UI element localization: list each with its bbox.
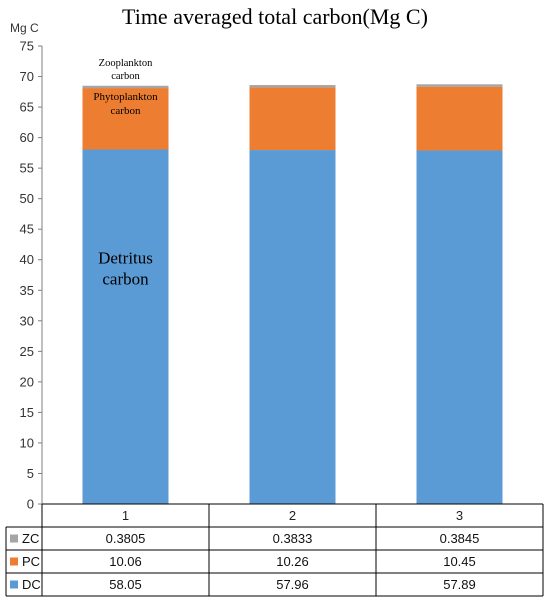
annotation-dc-line: Detritus [98,249,153,268]
legend-label-zc: ZC [22,531,39,546]
annotation-pc-line: Phytoplankton [93,91,158,103]
table-cell-dc: 57.96 [276,577,309,592]
table-cell-zc: 0.3845 [440,531,480,546]
table-cell-pc: 10.26 [276,554,309,569]
y-tick-label: 30 [20,313,34,328]
y-tick-label: 15 [20,405,34,420]
bar-pc-3 [416,86,503,151]
legend-key-pc [10,557,18,566]
legend-label-dc: DC [22,577,41,592]
table-cell-pc: 10.45 [443,554,476,569]
annotation-dc-line: carbon [102,270,149,289]
annotation-zc-line: Zooplankton [99,58,153,69]
y-tick-label: 60 [20,130,34,145]
y-tick-label: 0 [27,497,34,512]
legend-key-dc [10,580,18,589]
table-cell-pc: 10.06 [109,554,142,569]
table-cell-zc: 0.3805 [106,531,146,546]
y-tick-label: 40 [20,252,34,267]
chart-title: Time averaged total carbon(Mg C) [122,4,428,29]
y-tick-label: 55 [20,161,34,176]
y-axis-unit-label: Mg C [10,21,39,35]
y-tick-label: 65 [20,100,34,115]
bar-zc-3 [416,84,503,87]
y-tick-label: 35 [20,283,34,298]
annotation-pc-line: carbon [111,105,141,117]
table-cell-dc: 57.89 [443,577,476,592]
y-tick-label: 20 [20,374,34,389]
bar-zc-2 [249,85,336,88]
table-cell-zc: 0.3833 [273,531,313,546]
y-tick-label: 25 [20,344,34,359]
y-tick-label: 70 [20,69,34,84]
bar-dc-2 [249,150,336,504]
y-tick-label: 50 [20,191,34,206]
bar-dc-3 [416,150,503,505]
legend-key-zc [10,534,18,543]
y-tick-label: 5 [27,466,34,481]
y-tick-label: 45 [20,222,34,237]
category-label: 2 [289,508,296,523]
annotation-zc-line: carbon [111,71,140,82]
bar-pc-2 [249,87,336,151]
table-cell-dc: 58.05 [109,577,142,592]
y-tick-label: 10 [20,435,34,450]
bar-dc-1 [82,149,169,504]
y-tick-label: 75 [20,39,34,54]
legend-label-pc: PC [22,554,40,569]
category-label: 3 [456,508,463,523]
bar-zc-1 [82,85,169,89]
category-label: 1 [122,508,129,523]
bar-pc-1 [82,88,169,150]
